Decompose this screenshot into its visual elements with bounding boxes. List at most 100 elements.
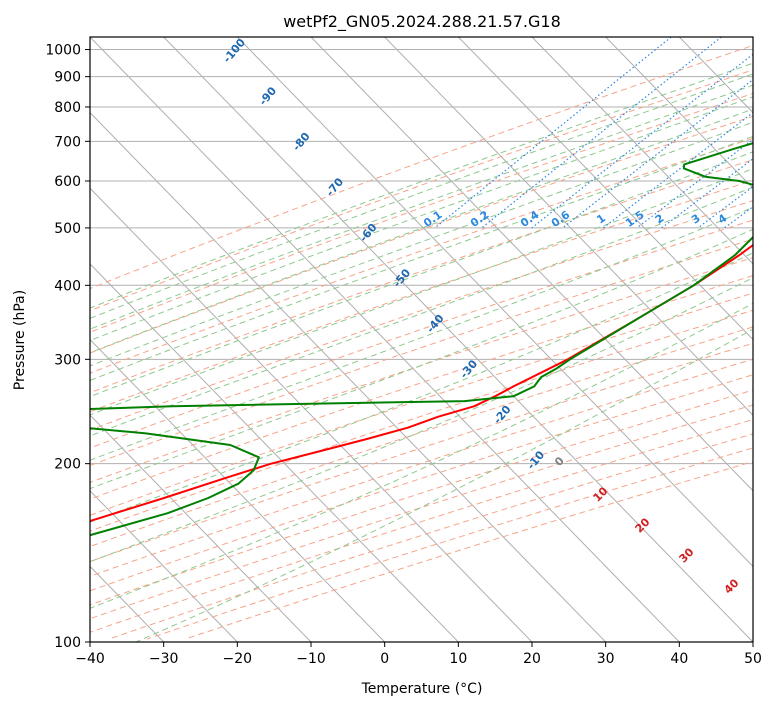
dry-adiabat-line (108, 433, 753, 640)
dry-adiabat-label: 40 (722, 576, 742, 596)
moist-adiabat-label: -40 (424, 312, 447, 336)
skewed-isotherms (90, 37, 753, 642)
y-tick-label: 1000 (45, 43, 81, 59)
mixing-ratio-label: 4 (716, 211, 730, 226)
dry-adiabat-line (90, 137, 753, 374)
dry-adiabat-line (146, 447, 753, 640)
x-tick-label: 40 (670, 651, 688, 667)
isotherm-line (90, 338, 386, 642)
y-tick-label: 900 (54, 70, 81, 86)
dry-adiabat-line (90, 159, 753, 394)
isotherm-line (90, 490, 238, 642)
x-tick-label: 30 (597, 651, 615, 667)
dry-adiabat-line (90, 69, 753, 312)
isotherm-line (90, 187, 533, 642)
y-tick-label: 400 (54, 278, 81, 294)
moist-adiabat-label: -20 (491, 403, 514, 427)
moist-adiabat-label: -90 (256, 84, 279, 108)
dry-adiabat-line (90, 92, 753, 333)
mixing-ratio-label: 3 (689, 212, 703, 227)
x-axis: −40 −30 −20 −10 0 10 20 30 40 50 (75, 642, 762, 667)
x-tick-label: −30 (149, 651, 179, 667)
moist-adiabat-line (135, 328, 753, 642)
x-tick-label: 50 (744, 651, 762, 667)
x-axis-label: Temperature (°C) (361, 681, 483, 697)
moist-adiabat-line (90, 121, 753, 367)
isotherm-line (90, 111, 607, 642)
moist-adiabat-line (90, 168, 753, 416)
isotherm-line (310, 37, 753, 492)
isotherm-line (163, 37, 753, 642)
dry-adiabat-line (90, 200, 753, 431)
moist-adiabat-line (90, 228, 753, 490)
moist-adiabat-label: -30 (457, 357, 480, 381)
mixing-ratio-line (763, 37, 775, 228)
mixing-ratio-lines (434, 37, 775, 229)
y-axis-label: Pressure (hPa) (12, 290, 28, 390)
dry-adiabat-line (90, 275, 753, 500)
dry-adiabat-line (90, 358, 753, 577)
dry-adiabat-label: 10 (591, 484, 611, 504)
y-tick-label: 200 (54, 457, 81, 473)
isotherm-line (384, 37, 753, 416)
mixing-ratio-line (636, 138, 753, 229)
isotherm-line (531, 37, 753, 265)
x-tick-label: 0 (380, 651, 389, 667)
dry-adiabat-label: 30 (677, 545, 697, 565)
x-tick-label: −10 (296, 651, 326, 667)
y-tick-label: 300 (54, 352, 81, 368)
moist-adiabats (90, 62, 753, 642)
dry-adiabat-line (90, 326, 753, 548)
dry-adiabat-line (90, 115, 753, 354)
mixing-ratio-label: 0.2 (468, 208, 491, 230)
dry-adiabat-line (90, 404, 753, 620)
dry-adiabat-line (90, 309, 753, 532)
y-tick-label: 800 (54, 100, 81, 116)
x-tick-label: −40 (75, 651, 105, 667)
x-tick-label: 10 (449, 651, 467, 667)
moist-adiabat-line (90, 302, 753, 609)
y-tick-label: 600 (54, 174, 81, 190)
moist-adiabat-line (90, 96, 753, 342)
isotherm-line (90, 37, 680, 642)
mixing-ratio-line (724, 205, 753, 229)
sounding-profiles (90, 142, 753, 537)
moist-adiabat-line (90, 252, 753, 523)
dry-adiabats (90, 44, 753, 640)
isotherm-line (752, 37, 753, 38)
mixing-ratio-line (434, 37, 672, 229)
moist-adiabat-label: -10 (524, 448, 547, 472)
dry-adiabat-line (90, 257, 753, 484)
mixing-ratio-line (481, 37, 722, 229)
moist-adiabat-label: -80 (290, 130, 313, 154)
x-tick-label: −20 (223, 651, 253, 667)
isotherm-line (236, 37, 753, 568)
dry-adiabat-line (90, 389, 753, 606)
mixing-ratio-line (602, 111, 753, 229)
isotherm-line (90, 414, 312, 642)
dry-adiabat-line (90, 179, 753, 413)
mixing-ratio-line (661, 158, 753, 229)
y-tick-label: 700 (54, 134, 81, 150)
isotherm-line (90, 263, 459, 642)
dry-adiabat-line (185, 461, 753, 640)
mixing-ratio-line (697, 185, 753, 229)
dry-adiabat-label: 20 (633, 515, 653, 535)
isotherm-line (457, 37, 753, 341)
moist-adiabat-line (90, 62, 753, 309)
dry-adiabat-line (90, 44, 753, 290)
y-tick-label: 100 (54, 635, 81, 651)
dewpoint-profile-line (90, 142, 753, 537)
dry-adiabat-label: 0 (552, 454, 567, 469)
mixing-ratio-label: 0.4 (518, 208, 542, 230)
moist-adiabat-line (90, 73, 753, 319)
moist-adiabat-label: -50 (390, 266, 413, 290)
y-axis: 1000 900 800 700 600 500 400 300 200 100 (45, 43, 90, 651)
plot-frame (89, 36, 754, 643)
moist-adiabat-label: -100 (220, 36, 248, 66)
plot-area: 0.10.20.40.611.52346810131620253036-100-… (90, 36, 775, 642)
mixing-ratio-line (562, 78, 753, 229)
dry-adiabat-line (90, 342, 753, 563)
mixing-ratio-label: 2 (653, 212, 667, 227)
